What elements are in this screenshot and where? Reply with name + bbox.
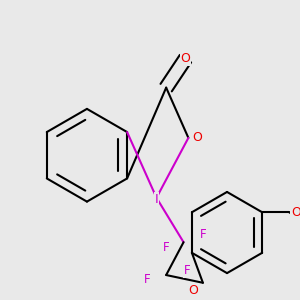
- Text: F: F: [184, 264, 191, 277]
- Text: O: O: [188, 284, 198, 297]
- Text: F: F: [143, 273, 150, 286]
- Text: O: O: [181, 52, 190, 65]
- Text: F: F: [163, 241, 169, 254]
- Text: O: O: [192, 131, 202, 144]
- Text: F: F: [200, 228, 206, 241]
- Text: O: O: [291, 206, 300, 219]
- Text: I: I: [154, 193, 158, 206]
